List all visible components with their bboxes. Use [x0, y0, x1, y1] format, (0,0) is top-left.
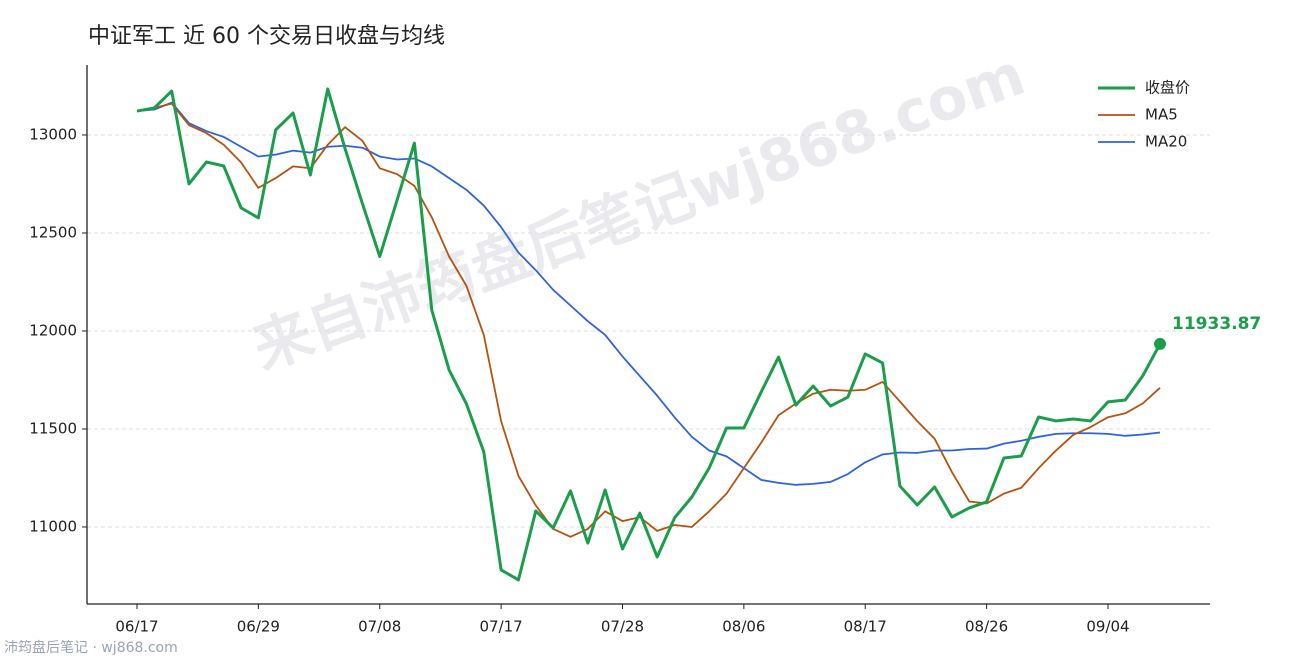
y-tick-label: 13000 [29, 125, 77, 143]
y-tick-label: 11000 [29, 517, 77, 535]
y-tick-label: 11500 [29, 419, 77, 437]
y-tick-label: 12500 [29, 223, 77, 241]
x-tick-label: 08/17 [844, 618, 887, 636]
x-tick-label: 07/17 [480, 618, 523, 636]
x-tick-label: 07/28 [601, 618, 644, 636]
last-point [1154, 337, 1166, 350]
legend-label: 收盘价 [1145, 79, 1190, 97]
x-tick-label: 07/08 [358, 618, 401, 636]
last-value-label: 11933.87 [1172, 314, 1261, 334]
line-series [136, 101, 1161, 486]
legend-label: MA5 [1145, 106, 1178, 124]
footer: 沛筠盘后笔记 · wj868.com [4, 639, 178, 656]
chart-title: 中证军工 近 60 个交易日收盘与均线 [88, 24, 445, 49]
line-series [136, 87, 1162, 582]
x-tick-label: 06/29 [237, 618, 280, 636]
legend-label: MA20 [1145, 133, 1187, 151]
x-tick-label: 06/17 [115, 618, 158, 636]
x-tick-label: 08/06 [722, 618, 765, 636]
y-tick-label: 12000 [29, 321, 77, 339]
x-tick-label: 08/26 [965, 618, 1008, 636]
x-tick-label: 09/04 [1086, 618, 1129, 636]
